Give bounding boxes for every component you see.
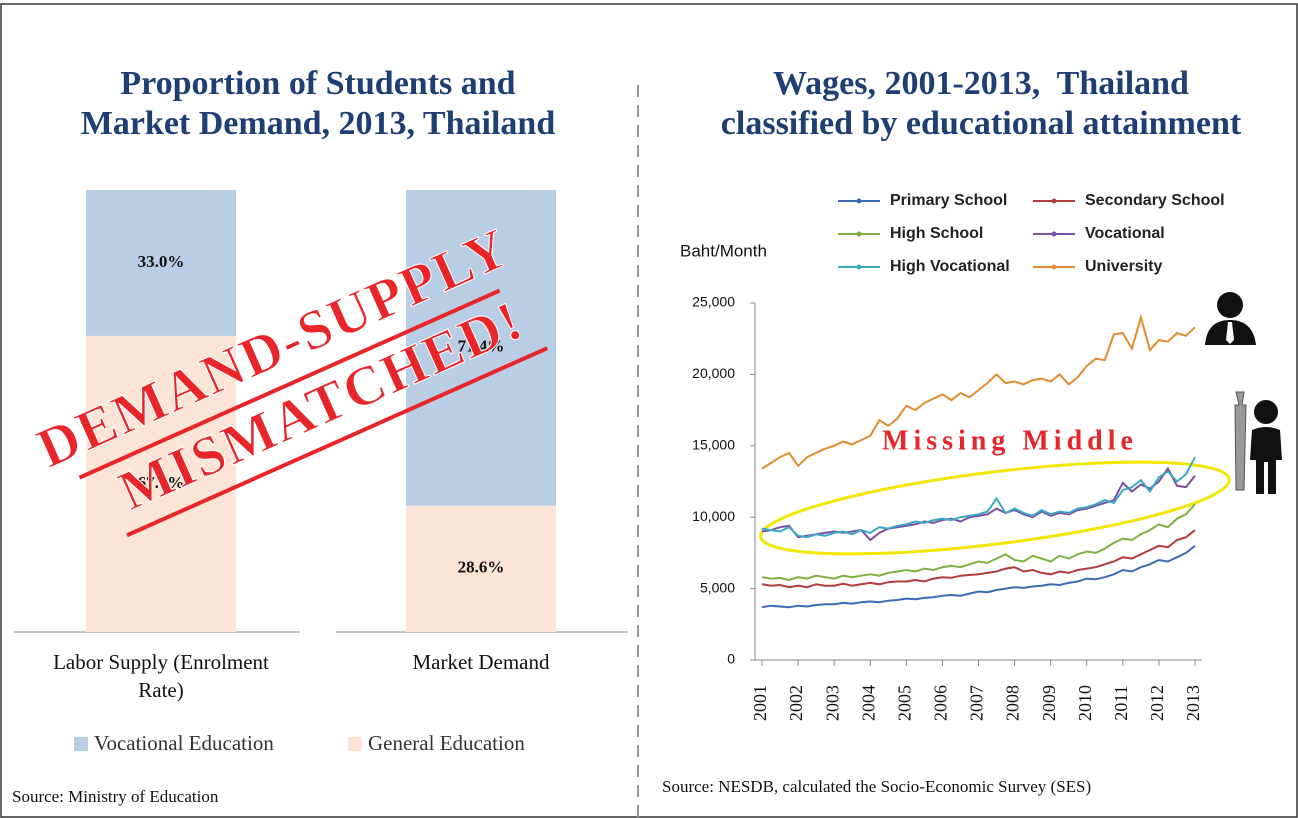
y-tick-label: 20,000 — [692, 365, 735, 381]
x-tick-label: 2007 — [967, 685, 987, 721]
legend-label: General Education — [368, 731, 525, 755]
legend-marker — [1052, 265, 1057, 270]
x-tick-label: Market Demand — [361, 648, 601, 676]
legend-label: Vocational — [1085, 225, 1165, 242]
y-tick-label: 10,000 — [692, 508, 735, 524]
worker-icon — [1235, 392, 1282, 494]
value-label: 33.0% — [138, 252, 185, 271]
annotation: Missing Middle — [882, 425, 1138, 456]
chart-title: Market Demand, 2013, Thailand — [81, 105, 556, 142]
legend-label: Secondary School — [1085, 192, 1225, 209]
highlight-ellipse — [756, 444, 1233, 573]
y-tick-label: 25,000 — [692, 294, 735, 310]
legend-label: Primary School — [890, 192, 1007, 209]
line-series — [762, 530, 1195, 587]
source: Source: Ministry of Education — [12, 787, 219, 806]
x-tick-label: 2009 — [1039, 685, 1059, 721]
x-tick-label: 2008 — [1003, 685, 1023, 721]
businessman-icon — [1205, 292, 1256, 345]
x-tick-label: 2012 — [1147, 685, 1167, 721]
x-tick-label: 2003 — [822, 685, 842, 721]
x-tick-label: 2011 — [1111, 685, 1131, 720]
chart-title: Proportion of Students and — [120, 65, 515, 102]
value-label: 28.6% — [458, 558, 505, 577]
x-tick-label: 2001 — [750, 685, 770, 721]
x-tick-label: 2006 — [931, 685, 951, 721]
y-tick-label: 0 — [727, 651, 735, 667]
y-axis-label: Baht/Month — [680, 241, 767, 260]
x-tick-label: 2013 — [1183, 685, 1203, 721]
chart-title: classified by educational attainment — [721, 105, 1242, 142]
legend-swatch — [74, 737, 88, 751]
legend-label: High Vocational — [890, 258, 1010, 275]
legend-swatch — [348, 737, 362, 751]
x-tick-label: 2004 — [858, 685, 878, 721]
y-tick-label: 15,000 — [692, 437, 735, 453]
legend-label: Vocational Education — [94, 731, 274, 755]
legend-label: High School — [890, 225, 983, 242]
legend-marker — [1052, 232, 1057, 237]
line-series — [762, 457, 1195, 537]
source: Source: NESDB, calculated the Socio-Econ… — [662, 777, 1091, 796]
chart-title: Wages, 2001-2013, Thailand — [773, 65, 1189, 102]
x-tick-label: Labor Supply (Enrolment Rate) — [41, 648, 281, 704]
x-tick-label: 2002 — [786, 685, 806, 721]
legend-marker — [857, 232, 862, 237]
legend-marker — [857, 265, 862, 270]
x-tick-label: 2005 — [894, 685, 914, 721]
legend-marker — [1052, 199, 1057, 204]
slide: Proportion of Students andMarket Demand,… — [0, 0, 1298, 818]
y-tick-label: 5,000 — [700, 579, 735, 595]
legend-label: University — [1085, 258, 1162, 275]
legend-marker — [857, 199, 862, 204]
x-tick-label: 2010 — [1075, 685, 1095, 721]
